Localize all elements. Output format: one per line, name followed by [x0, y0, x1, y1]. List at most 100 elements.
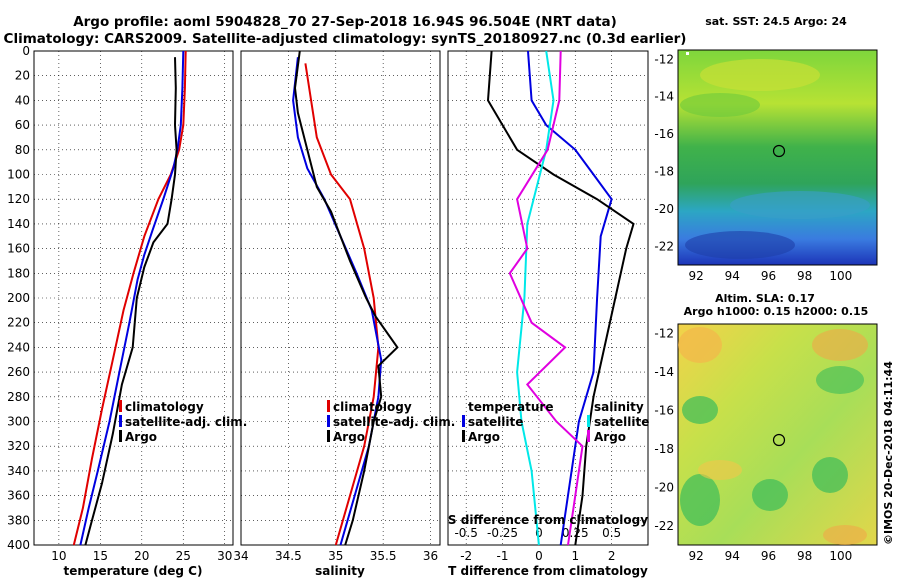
legend-swatch-satellite	[119, 415, 122, 427]
x-tick-label-top: 0.25	[562, 526, 589, 540]
y-tick-label: 320	[7, 439, 30, 453]
x-tick-label: -1	[497, 549, 509, 563]
y-tick-label: 360	[7, 489, 30, 503]
sla-low-patch	[752, 479, 788, 511]
legend-swatch-argo	[327, 430, 330, 442]
legend-label: Argo	[125, 430, 157, 444]
x-tick-label: 10	[51, 549, 66, 563]
y-tick-label: 400	[7, 538, 30, 552]
map-y-tick-label: -16	[654, 403, 674, 417]
sla-low-patch	[682, 396, 718, 424]
map-y-tick-label: -12	[654, 52, 674, 66]
map-x-tick-label: 94	[725, 549, 740, 563]
y-tick-label: 160	[7, 242, 30, 256]
sst-map	[677, 49, 878, 266]
y-tick-label: 220	[7, 316, 30, 330]
difference-xlabel: T difference from climatology	[448, 564, 648, 578]
x-tick-label-top: 0	[535, 526, 543, 540]
sla-high-patch	[678, 327, 722, 363]
sst-cold-patch	[685, 231, 795, 259]
sst-argo-marker	[772, 144, 786, 158]
map-y-tick-label: -18	[654, 442, 674, 456]
x-tick-label-top: -0.25	[487, 526, 518, 540]
map-y-tick-label: -16	[654, 127, 674, 141]
y-tick-label: 60	[15, 118, 30, 132]
legend-label: satellite	[468, 415, 523, 429]
legend-label: salinity	[594, 400, 644, 414]
series-salinity-satellite	[516, 50, 555, 546]
series-layer	[72, 50, 635, 546]
legend-label: satellite	[594, 415, 649, 429]
map-x-tick-label: 94	[725, 269, 740, 283]
x-tick-label: 34.5	[275, 549, 302, 563]
sst-map-title: sat. SST: 24.5 Argo: 24	[705, 15, 847, 28]
map-y-tick-label: -18	[654, 165, 674, 179]
salinity-legend: climatology satellite-adj. clim. Argo	[327, 400, 455, 444]
x-tick-label: 35	[328, 549, 343, 563]
x-tick-label: 30	[217, 549, 232, 563]
legend-swatch-satellite	[462, 415, 465, 427]
legend-swatch-argo	[119, 430, 122, 442]
x-tick-label: 1	[571, 549, 579, 563]
sst-patch	[680, 93, 760, 117]
x-tick-label: 2	[608, 549, 616, 563]
y-tick-label: 280	[7, 390, 30, 404]
series-temperature-satellite	[527, 50, 613, 546]
legend-swatch-s-satellite	[587, 415, 590, 427]
series-climatology	[304, 63, 380, 546]
sla-high-patch	[698, 460, 742, 480]
map-x-tick-label: 96	[761, 269, 776, 283]
legend-label: satellite-adj. clim.	[333, 415, 455, 429]
y-tick-label: 40	[15, 93, 30, 107]
sst-cool-patch	[730, 191, 870, 219]
map-x-tick-label: 98	[797, 269, 812, 283]
salinity-xlabel: salinity	[315, 564, 365, 578]
map-y-tick-label: -20	[654, 480, 674, 494]
sla-high-patch	[812, 329, 868, 361]
series-temperature-argo	[486, 50, 635, 546]
x-tick-label: 20	[134, 549, 149, 563]
y-tick-label: 0	[22, 44, 30, 58]
series-climatology	[72, 50, 187, 546]
map-x-tick-label: 92	[688, 269, 703, 283]
y-tick-label: 240	[7, 340, 30, 354]
y-tick-label: 100	[7, 168, 30, 182]
x-tick-label: -2	[460, 549, 472, 563]
salinity-panel	[240, 50, 441, 546]
sla-map	[677, 323, 878, 546]
map-y-tick-label: -22	[654, 519, 674, 533]
x-tick-label-top: 0.5	[602, 526, 621, 540]
sla-low-patch	[680, 474, 720, 526]
imos-timestamp: ©IMOS 20-Dec-2018 04:11:44	[882, 361, 895, 545]
y-tick-label: 340	[7, 464, 30, 478]
sst-land-pixel	[686, 52, 689, 55]
y-tick-label: 260	[7, 365, 30, 379]
series-satellite-adj-clim-	[79, 50, 185, 546]
series-salinity-argo	[508, 50, 584, 546]
sla-map-title: Altim. SLA: 0.17	[715, 292, 815, 305]
y-tick-label: 20	[15, 69, 30, 83]
x-tick-label-top: -0.5	[454, 526, 477, 540]
sla-low-patch	[816, 366, 864, 394]
y-tick-label: 180	[7, 266, 30, 280]
sst-warm-patch	[700, 59, 820, 91]
series-argo	[84, 57, 178, 546]
difference-legend: temperature satellite Argo salinity sate…	[462, 400, 649, 444]
map-y-tick-label: -12	[654, 327, 674, 341]
map-x-tick-label: 96	[761, 549, 776, 563]
sla-map-subtitle: Argo h1000: 0.15 h2000: 0.15	[684, 305, 869, 318]
legend-label: Argo	[333, 430, 365, 444]
map-y-tick-label: -22	[654, 239, 674, 253]
header-line2: Climatology: CARS2009. Satellite-adjuste…	[4, 31, 687, 47]
x-tick-label: 25	[176, 549, 191, 563]
legend-label: Argo	[468, 430, 500, 444]
difference-xlabel-top: S difference from climatology	[448, 513, 648, 527]
legend-swatch-argo	[462, 430, 465, 442]
legend-label: climatology	[333, 400, 412, 414]
sla-low-patch	[812, 457, 848, 493]
header-line1: Argo profile: aoml 5904828_70 27-Sep-201…	[73, 14, 617, 30]
legend-swatch-climatology	[327, 400, 330, 412]
x-tick-label: 15	[93, 549, 108, 563]
y-tick-label: 200	[7, 291, 30, 305]
y-tick-label: 380	[7, 513, 30, 527]
